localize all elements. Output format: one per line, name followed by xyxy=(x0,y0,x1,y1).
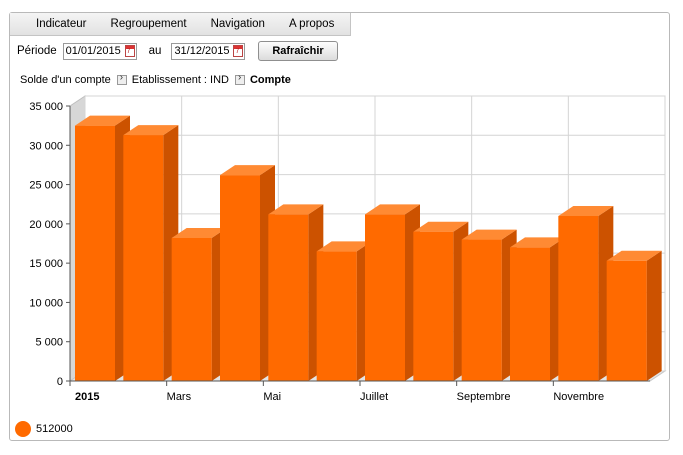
bar xyxy=(75,125,115,382)
end-date-field[interactable]: 31/12/2015 xyxy=(171,42,246,60)
y-tick-label: 0 xyxy=(57,376,63,388)
x-tick-label: Mai xyxy=(263,391,281,403)
x-tick-label: Septembre xyxy=(457,391,511,403)
breadcrumb-item-solde[interactable]: Solde d'un compte xyxy=(20,74,111,86)
bar xyxy=(606,260,647,381)
start-date-field[interactable]: 01/01/2015 xyxy=(62,42,137,60)
bar xyxy=(220,175,260,381)
menu-bar: Indicateur Regroupement Navigation A pro… xyxy=(10,13,351,36)
bar-top xyxy=(510,237,565,248)
bar-top xyxy=(171,228,227,238)
bar xyxy=(510,247,550,381)
refresh-button[interactable]: Rafraîchir xyxy=(258,41,338,61)
menu-item-a-propos[interactable]: A propos xyxy=(288,18,335,30)
y-tick-label: 30 000 xyxy=(29,140,63,152)
bar xyxy=(413,231,454,381)
bar xyxy=(365,214,405,381)
bar xyxy=(123,135,164,381)
bar xyxy=(558,216,599,381)
y-tick-label: 10 000 xyxy=(29,297,63,309)
breadcrumb-item-compte: Compte xyxy=(249,74,291,86)
bar-top xyxy=(75,115,130,126)
bar-top xyxy=(558,206,614,216)
bar-top xyxy=(365,204,420,215)
x-tick-label: Novembre xyxy=(553,391,604,403)
bar xyxy=(268,214,309,381)
period-label: Période xyxy=(17,45,57,57)
menu-item-indicateur[interactable]: Indicateur xyxy=(36,18,87,30)
start-date-value: 01/01/2015 xyxy=(65,44,121,57)
bar-top xyxy=(220,165,275,176)
menu-item-navigation[interactable]: Navigation xyxy=(210,18,265,30)
to-label: au xyxy=(148,45,162,57)
calendar-icon[interactable] xyxy=(124,44,135,57)
x-tick-label: Mars xyxy=(167,391,192,403)
x-tick-label: Juillet xyxy=(360,391,388,403)
bar-top xyxy=(268,204,324,215)
chart-legend: 512000 xyxy=(15,421,73,437)
y-tick-label: 5 000 xyxy=(35,337,63,349)
y-tick-label: 15 000 xyxy=(29,258,63,270)
bar xyxy=(316,251,357,381)
bar-side xyxy=(646,250,662,381)
arrow-right-icon xyxy=(234,72,245,85)
bar xyxy=(171,238,212,381)
menu-item-regroupement[interactable]: Regroupement xyxy=(110,18,187,30)
calendar-icon[interactable] xyxy=(233,44,244,57)
bar-top xyxy=(316,241,372,252)
y-tick-label: 20 000 xyxy=(29,219,63,231)
period-filter: Période 01/01/2015 au 31/12/2015 xyxy=(17,40,246,62)
bar-top xyxy=(413,221,469,232)
bar-top xyxy=(461,229,517,240)
legend-swatch xyxy=(15,421,31,437)
bar-top xyxy=(123,125,179,136)
y-tick-label: 35 000 xyxy=(29,101,63,113)
breadcrumb: Solde d'un compte Etablissement : IND Co… xyxy=(20,72,291,86)
arrow-right-icon xyxy=(116,72,127,85)
y-tick-label: 25 000 xyxy=(29,180,63,192)
bar xyxy=(461,239,502,381)
breadcrumb-item-etablissement[interactable]: Etablissement : IND xyxy=(131,74,229,86)
x-tick-label: 2015 xyxy=(75,391,99,403)
end-date-value: 31/12/2015 xyxy=(174,44,230,57)
bar-top xyxy=(606,250,662,261)
legend-label: 512000 xyxy=(36,423,73,435)
